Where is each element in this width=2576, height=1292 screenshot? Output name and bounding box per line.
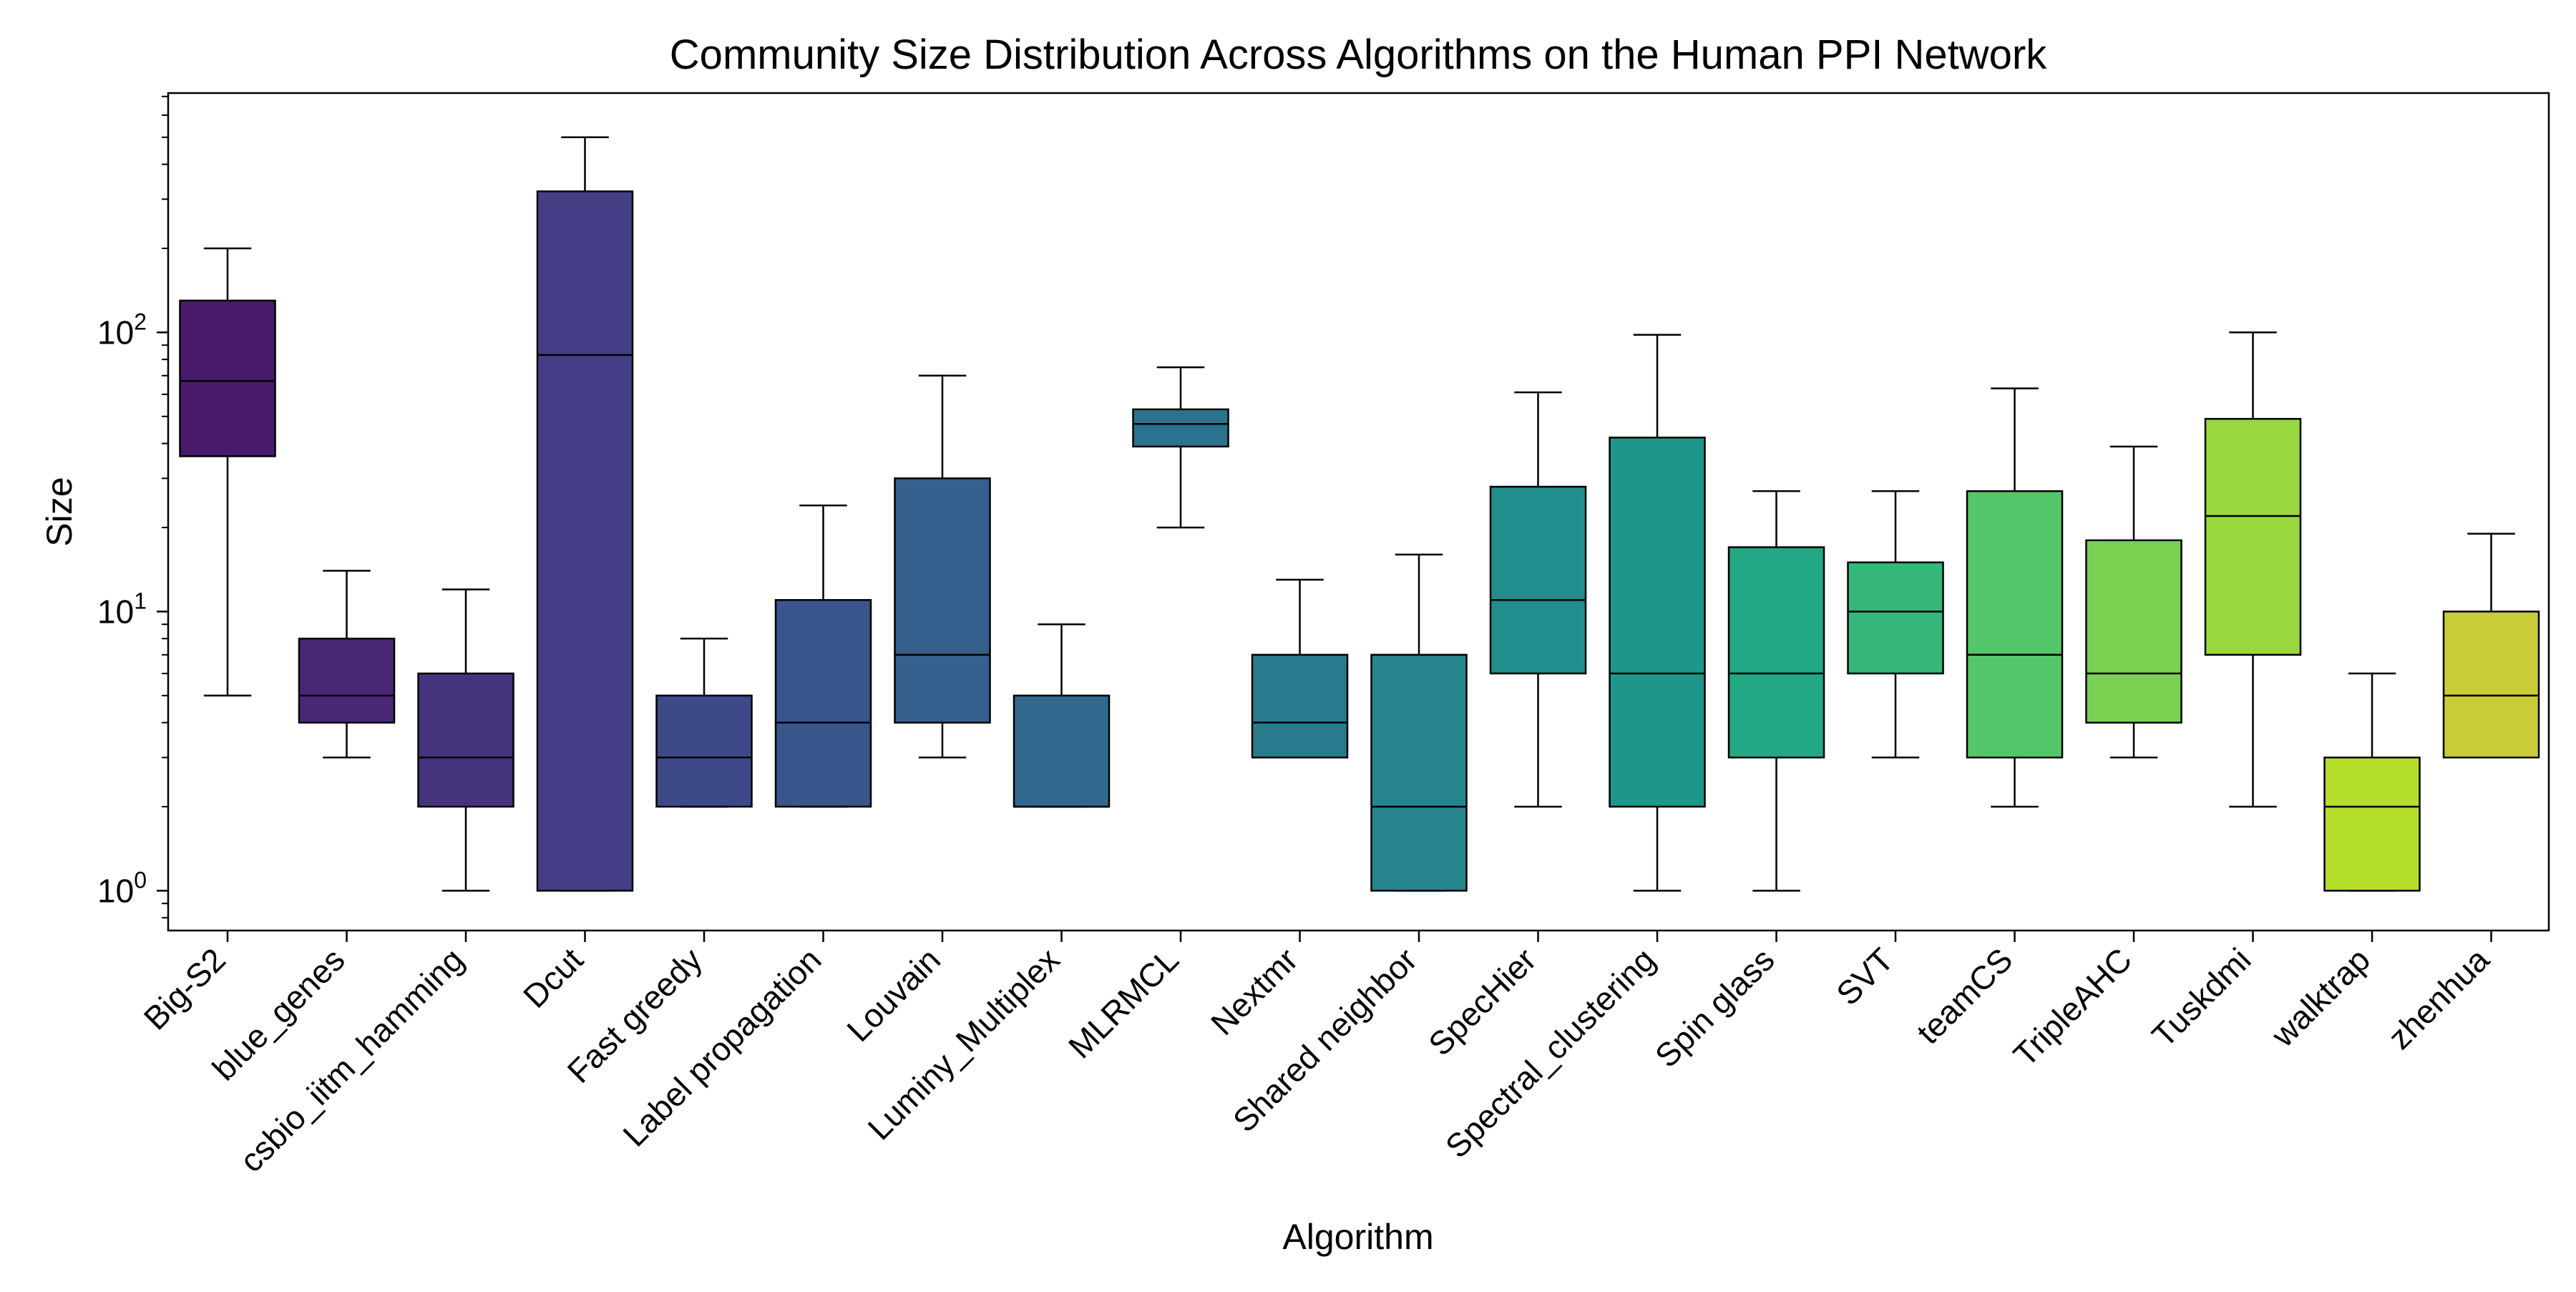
x-tick-label: walktrap [2263,941,2377,1054]
box-group [179,247,276,697]
x-tick-label: Dcut [516,941,590,1015]
x-tick-label: Label propagation [615,941,828,1153]
box-group [1609,334,1706,892]
x-tick-label: SVT [1829,941,1901,1012]
chart-title: Community Size Distribution Across Algor… [670,31,2047,78]
box-group [2442,533,2540,759]
box-group [1132,366,1229,529]
box-group [1489,391,1587,808]
box [1370,654,1468,892]
box-group [417,588,514,892]
box [417,672,514,808]
box-group [1013,623,1111,808]
x-tick-label: teamCS [1909,941,2019,1051]
box [536,190,634,892]
boxes-layer [179,136,2540,892]
box-group [1370,553,1468,892]
box [2085,539,2182,724]
x-tick-label: Spin glass [1648,941,1782,1074]
x-axis-label: Algorithm [1282,1217,1433,1257]
box-group [1251,578,1349,759]
box-group [1727,490,1825,892]
y-tick-label: 102 [97,309,147,351]
x-tick-label: Nextmr [1204,941,1305,1042]
x-tick-label: Big-S2 [137,941,233,1036]
box-group [1847,490,1944,759]
box-group [655,637,753,808]
box [774,598,872,808]
box [2442,611,2540,759]
y-axis: 100 101 102 [97,95,168,919]
box [1013,694,1111,808]
box [894,477,991,724]
box [1847,561,1944,675]
x-tick-label: Spectral_clustering [1438,941,1662,1165]
y-tick-label: 100 [97,867,147,909]
box-group [2323,672,2421,892]
x-tick-label: TripleAHC [2006,941,2139,1074]
box [1966,490,2064,759]
x-tick-label: Louvain [839,941,947,1049]
box [2323,757,2421,892]
box [1251,654,1349,759]
box [1609,437,1706,808]
box [1727,546,1825,759]
box-group [2204,331,2302,808]
plot-frame [167,92,2550,932]
box-group [774,504,872,808]
box [655,694,753,808]
x-tick-label: SpecHier [1421,941,1543,1063]
box-group [1966,387,2064,808]
box [1489,485,1587,675]
box [298,637,396,724]
x-tick-label: zhenhua [2381,941,2497,1057]
x-tick-label: Tuskdmi [2145,941,2258,1054]
box-group [536,136,634,892]
box-group [2085,445,2182,759]
box [2204,417,2302,656]
box-group [298,570,396,759]
box-group [894,374,991,759]
box [1132,408,1229,448]
box [179,299,276,457]
x-tick-label: csbio_iitm_hamming [233,941,471,1179]
y-tick-label: 101 [97,588,147,630]
x-tick-label: MLRMCL [1061,941,1186,1065]
y-axis-label: Size [39,477,79,546]
